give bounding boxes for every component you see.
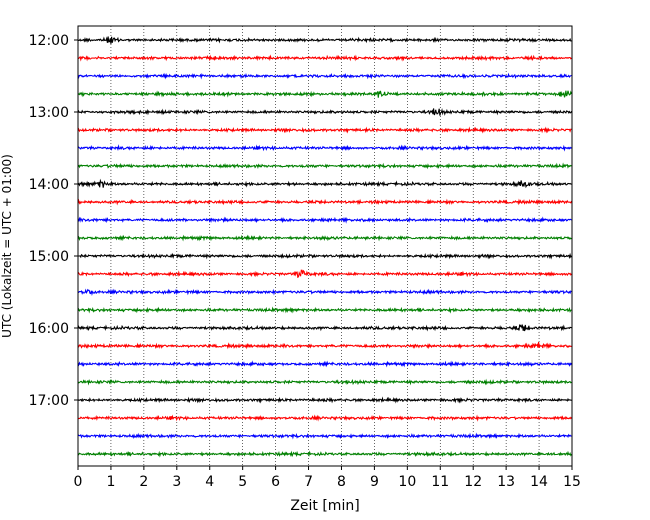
seismogram-trace (77, 216, 572, 224)
y-tick-label: 17:00 (29, 393, 69, 409)
x-tick-label: 12 (464, 474, 482, 490)
x-tick-label: 1 (106, 474, 115, 490)
seismogram-trace (77, 54, 572, 62)
seismogram-trace (77, 234, 572, 242)
x-tick-label: 10 (398, 474, 416, 490)
traces (77, 36, 573, 458)
x-axis-label: Zeit [min] (290, 498, 359, 514)
seismogram-trace (77, 378, 572, 386)
seismogram-trace (77, 414, 572, 422)
x-tick-label: 13 (497, 474, 515, 490)
seismogram-trace (77, 342, 572, 350)
y-axis: 12:00 13:00 14:00 15:00 16:00 17:00 (29, 33, 78, 409)
seismogram-trace (77, 90, 573, 98)
x-axis: 0 1 2 3 4 5 6 7 8 9 10 11 12 13 14 15 (74, 466, 581, 490)
seismogram-trace (77, 323, 572, 332)
y-tick-label: 15:00 (29, 249, 69, 265)
x-tick-label: 7 (304, 474, 313, 490)
x-tick-label: 11 (431, 474, 449, 490)
x-tick-label: 14 (530, 474, 548, 490)
x-tick-label: 15 (563, 474, 581, 490)
x-tick-label: 8 (337, 474, 346, 490)
seismogram-trace (77, 178, 572, 189)
seismogram-trace (77, 306, 572, 314)
x-tick-label: 0 (74, 474, 83, 490)
y-tick-label: 14:00 (29, 177, 69, 193)
y-tick-label: 12:00 (29, 33, 69, 49)
seismogram-trace (77, 360, 573, 368)
seismogram-trace (77, 198, 573, 206)
x-tick-label: 2 (139, 474, 148, 490)
x-tick-label: 6 (271, 474, 280, 490)
seismogram-trace (77, 126, 572, 134)
y-axis-label: UTC (Lokalzeit = UTC + 01:00) (0, 154, 14, 338)
x-tick-label: 3 (172, 474, 181, 490)
y-tick-label: 13:00 (29, 105, 69, 121)
seismogram-trace (77, 432, 572, 440)
seismogram-trace (77, 144, 572, 152)
x-tick-label: 9 (370, 474, 379, 490)
x-tick-label: 4 (205, 474, 214, 490)
seismogram-trace (77, 396, 572, 404)
seismogram-trace (77, 108, 572, 116)
seismogram-trace (77, 162, 572, 170)
y-tick-label: 16:00 (29, 321, 69, 337)
seismogram-trace (77, 269, 572, 279)
seismogram-trace (77, 72, 572, 80)
seismogram-trace (77, 36, 572, 44)
seismogram-trace (77, 288, 572, 297)
seismogram-trace (77, 450, 572, 458)
grid-lines (110, 26, 540, 466)
x-tick-label: 5 (238, 474, 247, 490)
plot-frame (77, 25, 573, 467)
seismogram-trace (77, 252, 572, 260)
